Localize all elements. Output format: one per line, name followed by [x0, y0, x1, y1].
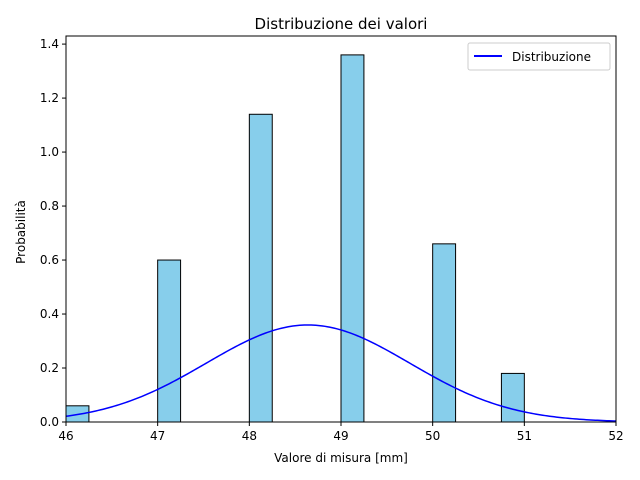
histogram-bar: [500, 372, 525, 423]
x-axis-ticks: 46 47 48 49 50 51 52: [58, 422, 624, 443]
y-axis-label: Probabilità: [14, 200, 28, 264]
x-tick-label: 47: [150, 429, 165, 443]
y-tick-label: 0.4: [40, 307, 59, 321]
legend: Distribuzione: [467, 42, 611, 71]
y-tick-label: 1.2: [40, 91, 59, 105]
y-tick-label: 0.8: [40, 199, 59, 213]
legend-label: Distribuzione: [512, 50, 591, 64]
x-tick-label: 50: [425, 429, 440, 443]
x-axis-label: Valore di misura [mm]: [274, 451, 408, 465]
histogram-bar: [340, 54, 365, 423]
x-tick-label: 46: [58, 429, 73, 443]
x-tick-label: 52: [608, 429, 623, 443]
y-axis-ticks: 0.0 0.2 0.4 0.6 0.8 1.0 1.2 1.4: [40, 37, 66, 429]
histogram-bar: [432, 243, 457, 423]
y-tick-label: 1.4: [40, 37, 59, 51]
legend-box: [467, 42, 611, 71]
x-tick-label: 49: [333, 429, 348, 443]
distribution-curve: [65, 324, 617, 422]
y-tick-label: 0.6: [40, 253, 59, 267]
histogram-bar: [157, 259, 182, 423]
chart-title: Distribuzione dei valori: [255, 15, 428, 33]
x-tick-label: 51: [517, 429, 532, 443]
x-tick-label: 48: [242, 429, 257, 443]
y-tick-label: 1.0: [40, 145, 59, 159]
histogram-bar: [248, 113, 273, 423]
y-tick-label: 0.0: [40, 415, 59, 429]
y-tick-label: 0.2: [40, 361, 59, 375]
